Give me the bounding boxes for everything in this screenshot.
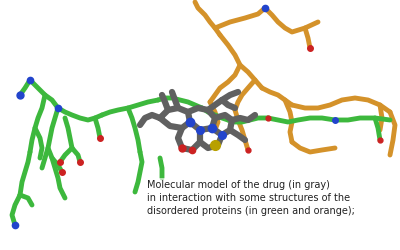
Text: Molecular model of the drug (in gray)
in interaction with some structures of the: Molecular model of the drug (in gray) in… xyxy=(147,180,355,216)
